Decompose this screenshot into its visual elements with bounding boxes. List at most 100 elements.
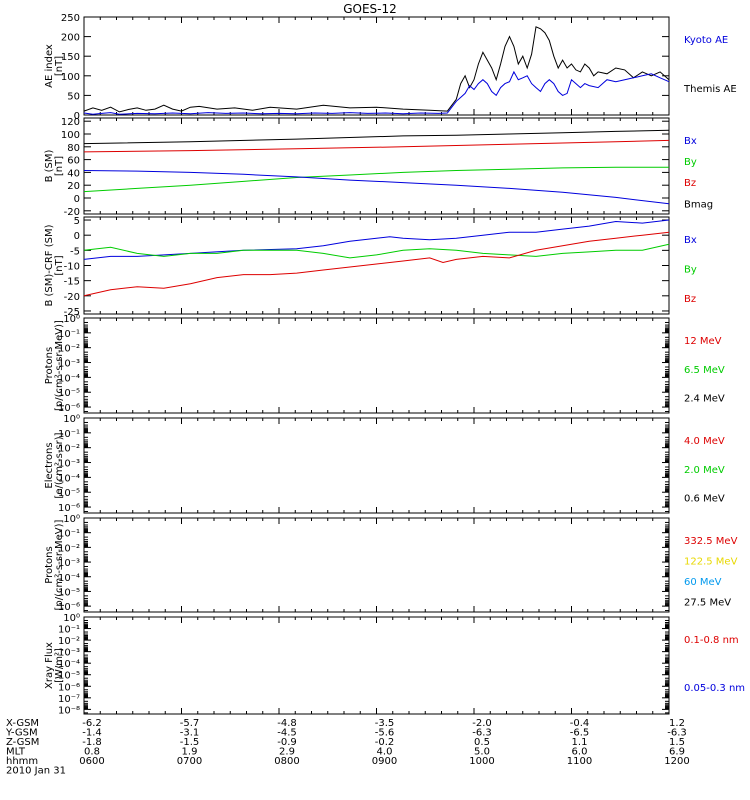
ephemeris-value: -6.5 xyxy=(570,728,590,739)
y-tick-label: -15 xyxy=(64,277,80,288)
ephemeris-value: 5.0 xyxy=(474,747,490,758)
y-tick-label: 10⁰ xyxy=(63,314,80,325)
y-tick-label: 10⁻² xyxy=(58,344,80,355)
y-tick-label: 10⁻⁵ xyxy=(58,488,80,499)
y-axis-label: [nT] xyxy=(54,255,65,275)
y-tick-label: 10⁻² xyxy=(58,636,80,647)
series-line-bx xyxy=(83,219,670,260)
y-tick-label: 10⁻⁵ xyxy=(58,671,80,682)
legend-entry: By xyxy=(684,157,697,168)
legend-entry: Bmag xyxy=(684,199,713,210)
ephemeris-value: 0900 xyxy=(372,756,397,767)
panel-frame-5 xyxy=(83,517,670,613)
y-tick-label: 10⁻² xyxy=(58,543,80,554)
legend-entry: By xyxy=(684,265,697,276)
legend-entry: Kyoto AE xyxy=(684,35,728,46)
y-axis-label: [p/(cm²-s-sr-MeV)] xyxy=(54,519,65,610)
y-tick-label: 10⁰ xyxy=(63,414,80,425)
y-tick-label: -20 xyxy=(64,292,80,303)
ephemeris-value: -4.5 xyxy=(277,728,297,739)
y-tick-label: 40 xyxy=(67,168,80,179)
y-tick-label: 0 xyxy=(74,231,80,242)
y-tick-label: 10⁻⁴ xyxy=(58,659,80,670)
plot-title: GOES-12 xyxy=(343,2,397,16)
y-axis-label: [p/(cm²-s-sr-MeV)] xyxy=(54,320,65,411)
panel-frame-6 xyxy=(83,616,670,715)
y-axis-label: AE index xyxy=(44,44,55,88)
y-tick-label: 100 xyxy=(61,130,80,141)
y-tick-label: 10⁻³ xyxy=(58,558,80,569)
ephemeris-value: 0600 xyxy=(79,756,104,767)
y-tick-label: 0 xyxy=(74,194,80,205)
y-tick-label: -20 xyxy=(64,207,80,218)
ephemeris-value: 4.0 xyxy=(377,747,393,758)
y-tick-label: 10⁻⁷ xyxy=(58,694,80,705)
ephemeris-value: -5.6 xyxy=(375,728,395,739)
y-tick-label: 10⁻³ xyxy=(58,459,80,470)
ephemeris-value: 1.9 xyxy=(182,747,198,758)
y-axis-label: [W/m²] xyxy=(54,648,65,683)
y-tick-label: 250 xyxy=(61,13,80,24)
ephemeris-value: -0.4 xyxy=(570,718,590,729)
ephemeris-value: 0.5 xyxy=(474,737,490,748)
series-line-kyoto-ae xyxy=(83,70,670,115)
y-tick-label: 10⁰ xyxy=(63,514,80,525)
legend-entry: 332.5 MeV xyxy=(684,536,738,547)
ephemeris-value: -5.7 xyxy=(180,718,200,729)
series-line-bx xyxy=(83,170,670,205)
y-tick-label: 10⁻⁴ xyxy=(58,373,80,384)
y-tick-label: 10⁻² xyxy=(58,444,80,455)
ephemeris-value: -3.5 xyxy=(375,718,395,729)
y-tick-label: 0 xyxy=(74,111,80,122)
legend-entry: 60 MeV xyxy=(684,577,722,588)
y-tick-label: 10⁰ xyxy=(63,613,80,624)
y-tick-label: 10⁻³ xyxy=(58,359,80,370)
ephemeris-value: 1.5 xyxy=(669,737,685,748)
y-tick-label: 10⁻³ xyxy=(58,648,80,659)
ephemeris-value: 2.9 xyxy=(279,747,295,758)
y-axis-label: Protons xyxy=(44,347,55,384)
y-axis-label: Xray Flux xyxy=(44,642,55,689)
y-tick-label: 10⁻⁶ xyxy=(58,602,80,613)
ephemeris-value: -1.8 xyxy=(82,737,102,748)
legend-entry: 6.5 MeV xyxy=(684,365,725,376)
series-line-bmag xyxy=(83,129,670,145)
ephemeris-value: 0.8 xyxy=(84,747,100,758)
legend-entry: Bz xyxy=(684,294,696,305)
y-axis-label: B (SM) xyxy=(44,149,55,182)
ephemeris-value: 1000 xyxy=(469,756,494,767)
y-tick-label: 100 xyxy=(61,72,80,83)
ephemeris-row-label: X-GSM xyxy=(6,718,39,729)
panel-frame-4 xyxy=(83,417,670,514)
ephemeris-value: -0.2 xyxy=(375,737,395,748)
series-line-bz xyxy=(83,139,670,153)
legend-entry: 27.5 MeV xyxy=(684,598,731,609)
y-tick-label: 10⁻⁸ xyxy=(58,705,80,716)
ephemeris-value: -1.5 xyxy=(180,737,200,748)
series-line-themis-ae xyxy=(83,26,670,113)
legend-entry: 0.6 MeV xyxy=(684,494,725,505)
legend-entry: Bx xyxy=(684,136,697,147)
y-axis-label: Electrons xyxy=(44,442,55,488)
ephemeris-row-label: Y-GSM xyxy=(5,728,38,739)
y-tick-label: -10 xyxy=(64,262,80,273)
y-tick-label: 10⁻¹ xyxy=(58,529,80,540)
ephemeris-value: -6.3 xyxy=(472,728,492,739)
legend-entry: 12 MeV xyxy=(684,336,722,347)
y-tick-label: 10⁻⁶ xyxy=(58,682,80,693)
ephemeris-value: 1100 xyxy=(567,756,592,767)
y-tick-label: 10⁻¹ xyxy=(58,625,80,636)
y-tick-label: 10⁻⁴ xyxy=(58,573,80,584)
y-tick-label: 10⁻⁴ xyxy=(58,473,80,484)
ephemeris-value: -0.9 xyxy=(277,737,297,748)
series-line-by xyxy=(83,166,669,193)
y-tick-label: -5 xyxy=(70,246,80,257)
y-tick-label: 60 xyxy=(67,156,80,167)
y-tick-label: 200 xyxy=(61,33,80,44)
legend-entry: Themis AE xyxy=(683,84,737,95)
ephemeris-row-label: Z-GSM xyxy=(6,737,39,748)
ephemeris-value: -3.1 xyxy=(180,728,200,739)
y-tick-label: 10⁻⁶ xyxy=(58,403,80,414)
ephemeris-value: 0800 xyxy=(274,756,299,767)
